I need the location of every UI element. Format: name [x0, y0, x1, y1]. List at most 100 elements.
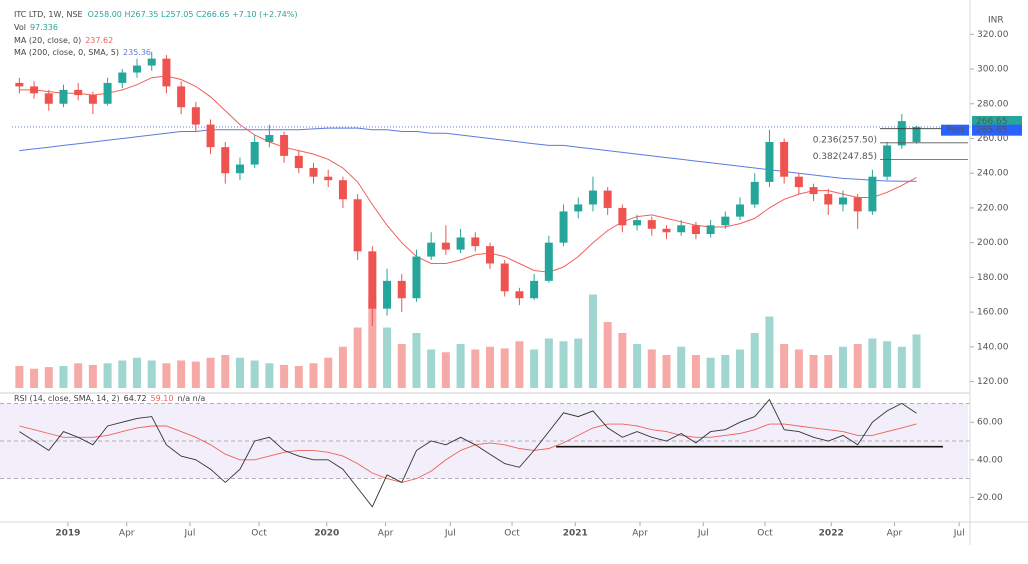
- volume-bar: [221, 355, 230, 388]
- candle-body: [736, 204, 745, 217]
- volume-bar: [588, 294, 597, 388]
- x-tick-label: 2020: [314, 529, 339, 539]
- volume-value: 97.336: [30, 23, 58, 32]
- y-tick-label: 320.00: [977, 30, 1009, 40]
- x-tick-label: Jul: [953, 529, 965, 539]
- candle-body: [15, 82, 24, 87]
- volume-bar: [824, 355, 833, 388]
- volume-bar: [471, 349, 480, 388]
- ma200-label: MA (200, close, 0, SMA, 5): [14, 48, 119, 57]
- volume-bar: [559, 341, 568, 388]
- rsi-label: RSI (14, close, SMA, 14, 2): [14, 394, 120, 403]
- volume-bar: [397, 344, 406, 388]
- last-price-label: 266.65: [976, 117, 1008, 127]
- volume-bar: [530, 349, 539, 388]
- volume-bar: [324, 357, 333, 388]
- candle-body: [691, 225, 700, 234]
- candle-body: [456, 237, 465, 250]
- volume-bar: [59, 366, 68, 388]
- candle-body: [897, 121, 906, 146]
- volume-bar: [30, 368, 39, 388]
- candle-body: [662, 228, 671, 233]
- volume-bar: [736, 349, 745, 388]
- volume-bar: [177, 360, 186, 388]
- legend-rsi: RSI (14, close, SMA, 14, 2) 64.72 59.10 n/a…: [14, 394, 205, 403]
- volume-bar: [456, 344, 465, 388]
- volume-bar: [691, 355, 700, 388]
- volume-bar: [897, 346, 906, 388]
- volume-bar: [441, 352, 450, 388]
- rsi-tick-label: 20.00: [977, 493, 1003, 503]
- volume-bar: [383, 327, 392, 388]
- candle-body: [30, 86, 39, 94]
- volume-bar: [633, 344, 642, 388]
- volume-bar: [500, 348, 509, 388]
- y-tick-label: 200.00: [977, 238, 1009, 248]
- y-tick-label: 300.00: [977, 65, 1009, 75]
- volume-bar: [206, 357, 215, 388]
- candle-body: [912, 126, 921, 142]
- volume-bar: [883, 341, 892, 388]
- candle-body: [221, 147, 230, 174]
- rsi-ma-value: 59.10: [151, 394, 174, 403]
- volume-bar: [662, 355, 671, 388]
- y-tick-label: 220.00: [977, 203, 1009, 213]
- volume-bar: [838, 346, 847, 388]
- rsi-ma-line: [19, 423, 917, 483]
- ma200-value: 235.36: [123, 48, 151, 57]
- candle-body: [191, 107, 200, 125]
- volume-bar: [809, 355, 818, 388]
- volume-bar: [103, 363, 112, 388]
- candle-body: [133, 65, 142, 73]
- volume-bar: [721, 355, 730, 388]
- candle-body: [853, 197, 862, 212]
- y-tick-label: 140.00: [977, 342, 1009, 352]
- candle-body: [265, 135, 274, 142]
- volume-bar: [235, 357, 244, 388]
- candle-body: [868, 176, 877, 212]
- candle-body: [250, 141, 259, 165]
- candle-body: [44, 93, 53, 104]
- volume-bar: [603, 322, 612, 388]
- rsi-na: n/a n/a: [177, 394, 205, 403]
- candle-body: [486, 246, 494, 264]
- candle-body: [633, 220, 642, 226]
- candle-body: [765, 141, 774, 182]
- volume-bar: [280, 364, 289, 388]
- background-layer: 120.00 140.00 160.00 180.00 200.00 220.00 240.…: [0, 30, 1009, 539]
- candle-body: [162, 58, 171, 87]
- symbol: ITC LTD, 1W, NSE: [14, 10, 83, 19]
- candle-body: [706, 225, 715, 234]
- candle-body: [441, 242, 450, 250]
- candle-body: [530, 280, 539, 299]
- volume-bar: [765, 316, 774, 388]
- volume-bar: [750, 333, 759, 388]
- legend-ma200: MA (200, close, 0, SMA, 5) 235.36: [14, 48, 151, 57]
- volume-bar: [353, 327, 362, 388]
- candle-body: [309, 168, 318, 177]
- volume-bar: [618, 333, 627, 388]
- candle-body: [515, 291, 524, 299]
- candle-body: [235, 164, 244, 174]
- rsi-value: 64.72: [124, 394, 147, 403]
- currency: INR: [988, 16, 1004, 26]
- candle-body: [647, 220, 656, 229]
- volume-bar: [191, 361, 200, 388]
- post-price-box: [972, 124, 1022, 136]
- y-tick-label: 120.00: [977, 377, 1009, 387]
- candle-body: [206, 124, 215, 148]
- volume-bar: [706, 357, 715, 388]
- candle-body: [368, 251, 377, 309]
- candle-body: [147, 58, 156, 66]
- candle-body: [500, 263, 509, 292]
- candle-body: [280, 135, 289, 156]
- candle-body: [809, 187, 818, 195]
- candle-body: [721, 216, 730, 226]
- y-tick-label: 280.00: [977, 99, 1009, 109]
- volume-bar: [133, 357, 142, 388]
- candle-body: [74, 89, 83, 96]
- volume-bar: [647, 349, 656, 388]
- volume-label: Vol: [14, 23, 26, 32]
- candle-body: [412, 256, 421, 299]
